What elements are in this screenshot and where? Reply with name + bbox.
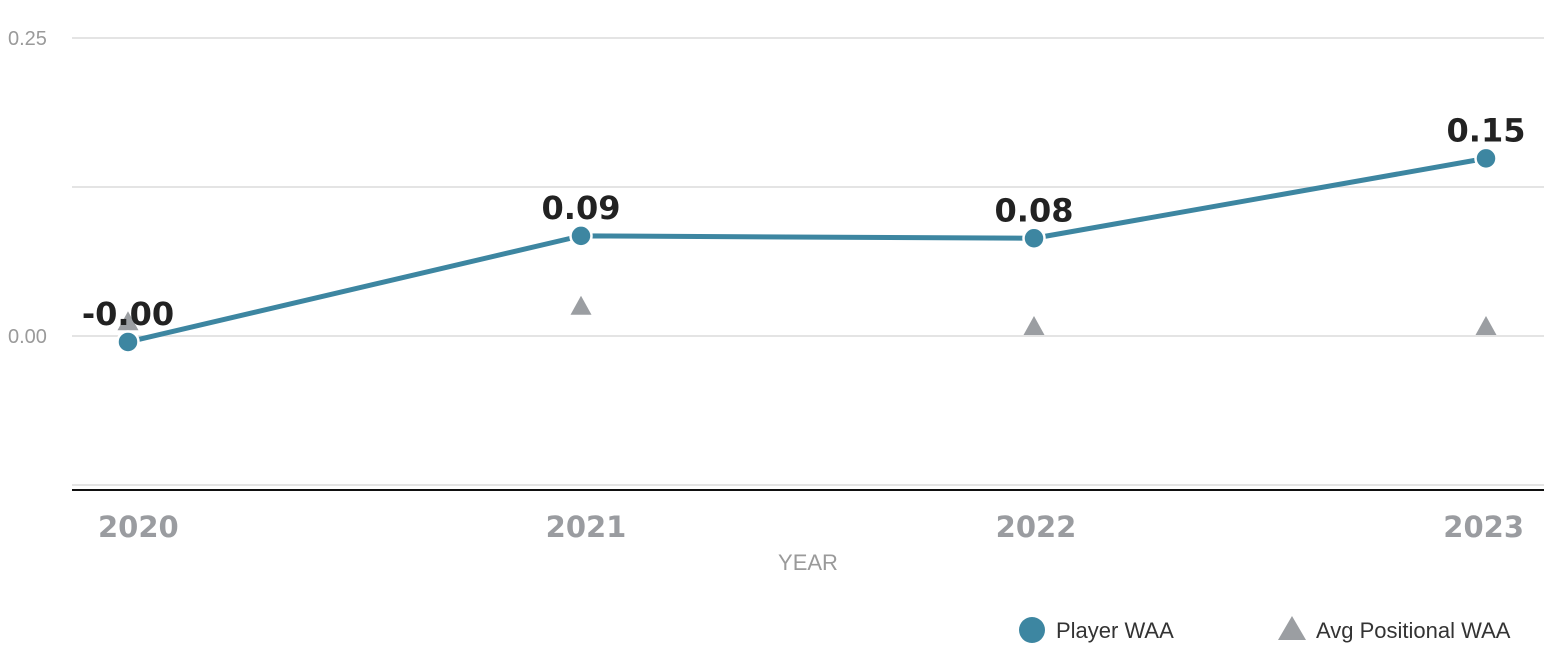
legend: Player WAA Avg Positional WAA	[1019, 616, 1511, 643]
y-axis-tick-labels: 0.25 0.00	[8, 28, 47, 348]
x-tick-label: 2022	[996, 510, 1077, 544]
y-tick-label: 0.00	[8, 326, 47, 348]
x-tick-label: 2023	[1443, 510, 1524, 544]
series-avg-positional-waa	[117, 295, 1497, 335]
x-axis-title: YEAR	[778, 550, 838, 575]
series-layer	[116, 146, 1498, 354]
data-labels: -0.00 0.09 0.08 0.15	[82, 111, 1526, 333]
gridlines	[72, 37, 1544, 486]
player-waa-point[interactable]	[116, 330, 140, 354]
legend-label-avg-positional-waa: Avg Positional WAA	[1316, 618, 1511, 643]
legend-item-avg-positional-waa[interactable]: Avg Positional WAA	[1278, 616, 1511, 643]
player-waa-point[interactable]	[1474, 146, 1498, 171]
legend-circle-marker-icon	[1019, 617, 1045, 643]
x-tick-label: 2021	[546, 510, 627, 544]
y-tick-label: 0.25	[8, 28, 47, 50]
player-waa-point[interactable]	[1022, 226, 1046, 251]
avg-positional-waa-point[interactable]	[1475, 315, 1497, 335]
player-waa-point[interactable]	[569, 224, 593, 248]
player-waa-data-label: 0.08	[995, 191, 1074, 229]
legend-item-player-waa[interactable]: Player WAA	[1019, 617, 1174, 643]
avg-positional-waa-point[interactable]	[570, 295, 592, 315]
series-player-waa	[116, 146, 1498, 354]
legend-label-player-waa: Player WAA	[1056, 618, 1174, 643]
player-waa-data-label: -0.00	[82, 295, 174, 333]
avg-positional-waa-point[interactable]	[117, 311, 139, 331]
x-tick-label: 2020	[98, 510, 179, 544]
player-waa-data-label: 0.09	[542, 189, 621, 227]
x-axis-tick-labels: 2020 2021 2022 2023	[98, 510, 1524, 544]
player-waa-line	[125, 155, 1489, 345]
avg-positional-waa-point[interactable]	[1023, 315, 1045, 335]
legend-triangle-marker-icon	[1278, 616, 1306, 640]
player-waa-data-label: 0.15	[1447, 111, 1526, 149]
